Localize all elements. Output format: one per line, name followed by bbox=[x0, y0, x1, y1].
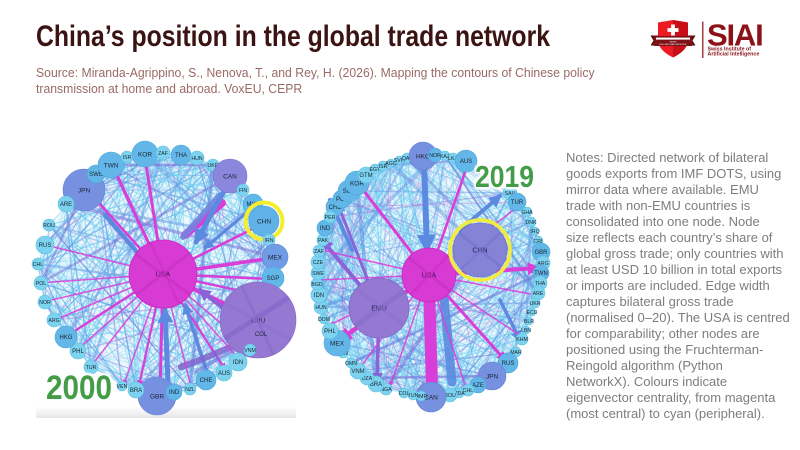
svg-text:LBN: LBN bbox=[521, 328, 531, 334]
svg-text:KHM: KHM bbox=[516, 337, 528, 343]
svg-text:HUN: HUN bbox=[315, 305, 326, 311]
svg-text:MEX: MEX bbox=[268, 254, 283, 261]
svg-text:JPN: JPN bbox=[78, 187, 91, 194]
svg-text:ISR: ISR bbox=[123, 155, 132, 161]
svg-text:EMU: EMU bbox=[371, 306, 387, 313]
svg-text:MEX: MEX bbox=[330, 340, 345, 347]
svg-text:ROU: ROU bbox=[444, 393, 456, 399]
svg-text:KOR: KOR bbox=[138, 151, 152, 158]
svg-text:AZE: AZE bbox=[472, 383, 484, 389]
svg-text:UKR: UKR bbox=[208, 163, 219, 169]
svg-text:SWE: SWE bbox=[89, 172, 103, 178]
svg-text:HUN: HUN bbox=[191, 156, 202, 162]
svg-text:BLR: BLR bbox=[524, 319, 534, 325]
svg-text:COL: COL bbox=[255, 332, 268, 338]
svg-text:Swiss Institute of: Swiss Institute of bbox=[708, 46, 752, 52]
svg-text:RUS: RUS bbox=[39, 243, 52, 249]
svg-text:VNM: VNM bbox=[351, 369, 364, 375]
svg-text:ARG: ARG bbox=[537, 261, 548, 267]
svg-text:EDUCATIONAL INITIATIVE: EDUCATIONAL INITIATIVE bbox=[660, 43, 687, 46]
svg-text:GBR: GBR bbox=[534, 250, 548, 256]
svg-text:ISR: ISR bbox=[379, 164, 388, 170]
svg-text:ECU: ECU bbox=[527, 310, 538, 316]
svg-text:MMR: MMR bbox=[415, 394, 428, 400]
svg-text:MDA: MDA bbox=[453, 391, 465, 397]
svg-text:SIAI: SIAI bbox=[707, 18, 763, 53]
svg-text:IDN: IDN bbox=[233, 360, 243, 366]
svg-text:PHL: PHL bbox=[324, 329, 336, 335]
svg-text:PHL: PHL bbox=[72, 349, 84, 355]
svg-text:GHA: GHA bbox=[521, 210, 533, 216]
svg-text:DNK: DNK bbox=[526, 220, 537, 226]
svg-text:BGD: BGD bbox=[311, 282, 322, 288]
svg-text:CHE: CHE bbox=[329, 205, 342, 211]
svg-text:TUN: TUN bbox=[408, 393, 419, 399]
svg-text:ARE: ARE bbox=[533, 291, 544, 297]
svg-text:SGP: SGP bbox=[267, 276, 280, 282]
svg-text:DZA: DZA bbox=[362, 376, 373, 382]
svg-text:CZE: CZE bbox=[313, 260, 324, 266]
svg-text:ZAF: ZAF bbox=[158, 151, 168, 157]
svg-text:PAK: PAK bbox=[318, 238, 329, 244]
svg-text:SWE: SWE bbox=[312, 271, 324, 277]
svg-text:BRA: BRA bbox=[370, 382, 382, 388]
svg-text:HKG: HKG bbox=[59, 335, 72, 341]
svg-text:IDN: IDN bbox=[314, 293, 324, 299]
svg-text:PER: PER bbox=[325, 215, 336, 221]
svg-text:SAU: SAU bbox=[505, 191, 516, 197]
svg-text:AUS: AUS bbox=[460, 159, 472, 165]
svg-text:KOR: KOR bbox=[350, 180, 364, 187]
svg-text:CHL: CHL bbox=[463, 388, 473, 394]
svg-text:TWN: TWN bbox=[534, 271, 548, 277]
svg-text:TUR: TUR bbox=[511, 200, 524, 206]
svg-text:COL: COL bbox=[399, 391, 410, 397]
svg-text:OMN: OMN bbox=[345, 361, 357, 367]
svg-text:EGY: EGY bbox=[370, 167, 381, 173]
svg-text:UKR: UKR bbox=[530, 301, 541, 307]
svg-text:TUR: TUR bbox=[86, 365, 97, 371]
svg-text:TWN: TWN bbox=[104, 162, 119, 169]
svg-text:CHE: CHE bbox=[200, 378, 213, 384]
svg-text:AUS: AUS bbox=[218, 371, 230, 377]
svg-text:HKG: HKG bbox=[416, 153, 430, 160]
svg-text:DOM: DOM bbox=[318, 317, 330, 323]
svg-text:Artificial Intelligence: Artificial Intelligence bbox=[708, 51, 760, 57]
svg-text:NOR: NOR bbox=[429, 153, 441, 159]
svg-text:ARG: ARG bbox=[48, 318, 59, 324]
svg-text:AGO: AGO bbox=[385, 161, 397, 167]
svg-text:SVK: SVK bbox=[394, 158, 405, 164]
svg-text:CAN: CAN bbox=[424, 394, 438, 401]
svg-text:ARE: ARE bbox=[60, 202, 72, 208]
svg-text:MAR: MAR bbox=[510, 350, 522, 356]
svg-text:NOR: NOR bbox=[39, 300, 51, 306]
svg-text:IRQ: IRQ bbox=[530, 229, 539, 235]
svg-text:NZL: NZL bbox=[185, 387, 195, 393]
svg-text:SWISS: SWISS bbox=[669, 42, 677, 44]
svg-text:QAT: QAT bbox=[402, 156, 413, 162]
svg-text:VNM: VNM bbox=[244, 348, 256, 354]
svg-text:IRN: IRN bbox=[265, 238, 274, 244]
svg-text:JPN: JPN bbox=[486, 373, 499, 380]
svg-text:THA: THA bbox=[535, 281, 546, 287]
svg-text:KAZ: KAZ bbox=[440, 154, 450, 160]
svg-text:GTM: GTM bbox=[359, 173, 372, 179]
svg-text:BRA: BRA bbox=[130, 388, 142, 394]
svg-text:POL: POL bbox=[36, 281, 46, 287]
svg-text:IND: IND bbox=[169, 390, 180, 396]
svg-text:CAN: CAN bbox=[223, 173, 237, 180]
svg-text:CHN: CHN bbox=[472, 248, 487, 255]
svg-text:ZAF: ZAF bbox=[314, 249, 324, 255]
svg-text:ROU: ROU bbox=[43, 223, 55, 229]
svg-text:GBR: GBR bbox=[150, 393, 164, 400]
svg-text:THA: THA bbox=[175, 153, 187, 159]
svg-text:CRI: CRI bbox=[534, 239, 543, 245]
svg-text:RUS: RUS bbox=[502, 361, 515, 367]
svg-text:VEN: VEN bbox=[117, 384, 128, 390]
svg-text:NGA: NGA bbox=[380, 387, 392, 393]
svg-text:LKA: LKA bbox=[448, 156, 458, 162]
svg-text:IND: IND bbox=[320, 226, 331, 232]
svg-text:FIN: FIN bbox=[239, 188, 248, 194]
svg-text:CHN: CHN bbox=[257, 218, 271, 225]
svg-text:CHL: CHL bbox=[33, 262, 43, 268]
